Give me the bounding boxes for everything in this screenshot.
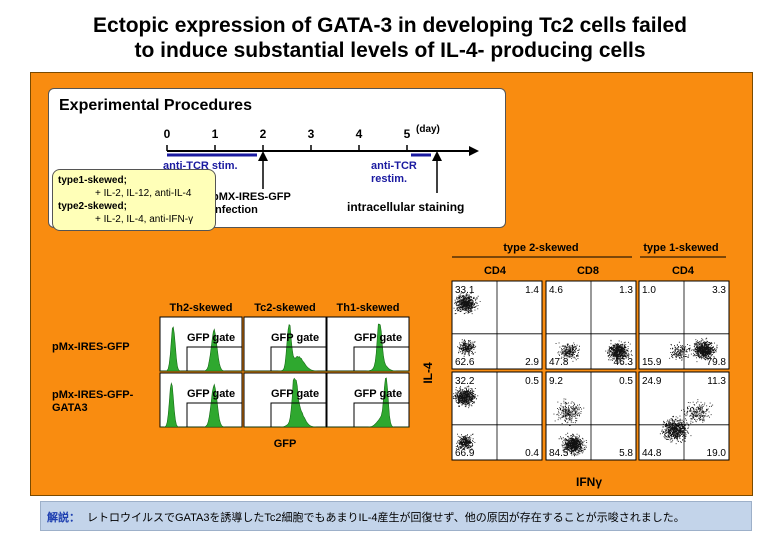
title-line-2: to induce substantial levels of IL-4- pr… [134,39,646,62]
staining-label: intracellular staining [347,200,464,214]
caption-bar: 解説： レトロウイルスでGATA3を誘導したTc2細胞でもあまりIL-4産生が回… [40,501,752,531]
caption-label: 解説： [47,512,80,524]
staining-arrowhead [432,151,442,161]
skewing-conditions-box: type1-skewed; + IL-2, IL-12, anti-IL-4 t… [52,169,216,231]
type2-label: type2-skewed; [58,201,127,212]
caption-text: レトロウイルスでGATA3を誘導したTc2細胞でもあまりIL-4産生が回復せず、… [87,512,685,524]
infection-label-1: pMX-IRES-GFP [212,191,291,203]
infection-label-2: infection [212,204,258,216]
restim-label-1: anti-TCR [371,160,417,172]
procedures-heading: Experimental Procedures [59,97,252,114]
day-label-4: 4 [356,127,363,141]
day-label-3: 3 [308,127,315,141]
day-label-1: 1 [212,127,219,141]
day-label-0: 0 [164,127,171,141]
day-unit: (day) [416,124,440,135]
timeline-arrowhead [469,146,479,156]
type1-conditions: + IL-2, IL-12, anti-IL-4 [95,188,192,199]
day-label-5: 5 [404,127,411,141]
type1-label: type1-skewed; [58,175,127,186]
infection-arrowhead [258,151,268,161]
restim-label-2: restim. [371,173,407,185]
type2-conditions: + IL-2, IL-4, anti-IFN-γ [95,214,194,225]
title-line-1: Ectopic expression of GATA-3 in developi… [93,14,687,37]
day-label-2: 2 [260,127,267,141]
